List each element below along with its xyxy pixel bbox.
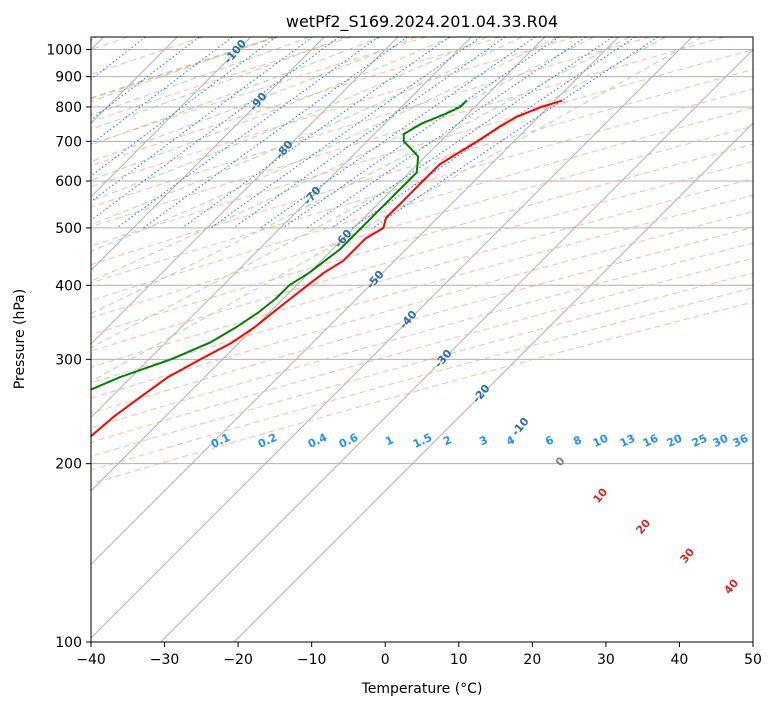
dry-adiabat-line [91,37,427,145]
x-tick-label: 30 [597,652,615,668]
x-tick-label: −40 [76,652,106,668]
mixing-ratio-lines [91,37,659,229]
isotherm-line [91,37,399,345]
mixing-ratio-line [91,37,340,221]
dry-adiabat-line [91,242,753,429]
mixing-ratio-line [282,37,560,229]
mixing-ratio-label: 25 [690,432,709,450]
x-axis-ticks: −40 −30 −20 −10 0 10 20 30 40 50 [76,642,762,668]
x-tick-label: 50 [744,652,762,668]
y-axis-ticks: 100 200 300 400 500 600 700 800 900 1000 [46,43,91,651]
moist-adiabat-line [91,37,310,116]
dry-adiabat-line [91,226,753,414]
dry-adiabat-line [91,301,753,485]
moist-adiabat-line [91,37,346,130]
mixing-ratio-label: 20 [665,432,685,450]
mixing-ratio-label: 13 [618,432,637,450]
mixing-ratio-line [210,37,481,229]
mixing-ratio-line [116,37,379,229]
dry-adiabat-line [91,257,753,443]
mixing-ratio-label: 16 [641,432,661,450]
y-tick-label: 300 [55,352,82,368]
x-tick-label: −20 [223,652,253,668]
x-tick-label: −30 [150,652,180,668]
skewed-isotherms [91,37,753,642]
temperature-line [91,99,563,438]
moist-adiabats [91,37,703,383]
dry-adiabat-line [91,107,753,302]
mixing-ratio-line [181,37,450,229]
dewpoint-line [91,99,468,391]
x-tick-label: 10 [450,652,468,668]
mixing-ratio-line [143,37,408,229]
moist-adiabat-line [91,37,452,181]
mixing-ratio-line [91,37,233,145]
moist-adiabat-line [91,37,630,315]
y-tick-label: 100 [55,635,82,651]
dry-adiabats [91,37,753,485]
mixing-ratio-label: 30 [711,432,731,450]
mixing-ratio-line [233,37,506,229]
dry-adiabat-line [91,287,753,471]
mixing-ratio-label: 36 [731,432,751,450]
plot-area: -100-90-80-70-60-50-40-30-20-10010203040… [91,37,753,642]
dry-adiabat-line [91,88,753,284]
x-axis-label: Temperature (°C) [361,681,483,697]
moist-adiabat-line [91,37,666,348]
mixing-ratio-line [91,37,200,121]
y-tick-label: 700 [55,134,82,150]
dry-adiabat-line [91,272,753,457]
mixing-ratio-line [372,37,659,229]
isotherm-line [91,37,325,271]
dry-adiabat-line [91,37,725,228]
x-tick-label: 0 [381,652,390,668]
dry-adiabat-line [91,125,753,319]
isotherm-line [160,48,753,642]
y-tick-label: 800 [55,100,82,116]
isotherm-line [91,37,619,566]
y-tick-label: 200 [55,457,82,473]
x-tick-label: −10 [297,652,327,668]
moist-adiabat-line [91,37,274,103]
plot-frame [90,36,754,643]
moist-adiabat-line [91,37,523,226]
dry-adiabat-line [91,37,650,208]
mixing-ratio-labels: 0.1 0.2 0.4 0.6 1 1.5 2 3 4 6 8 10 13 16 20 25 30 36 [209,431,751,451]
y-tick-label: 900 [55,70,82,86]
y-tick-label: 600 [55,174,82,190]
moist-adiabat-line [91,37,594,282]
isotherm-line [91,37,693,639]
x-tick-label: 20 [523,652,541,668]
mixing-ratio-label: 10 [591,432,611,450]
y-axis-label: Pressure (hPa) [12,289,28,389]
isotherm-line [91,37,252,198]
isotherm-line [91,37,472,419]
y-tick-label: 1000 [46,43,82,59]
isotherm-line [233,122,753,642]
dry-adiabat-line [91,49,753,247]
y-tick-label: 500 [55,221,82,237]
chart-title: wetPf2_S169.2024.201.04.33.R04 [286,12,558,32]
sounding-series [91,99,563,438]
y-tick-label: 400 [55,278,82,294]
x-tick-label: 40 [671,652,689,668]
mixing-ratio-line [260,37,536,229]
isotherm-line [91,37,546,492]
moist-adiabat-line [91,37,417,163]
moist-adiabat-line [91,37,703,383]
